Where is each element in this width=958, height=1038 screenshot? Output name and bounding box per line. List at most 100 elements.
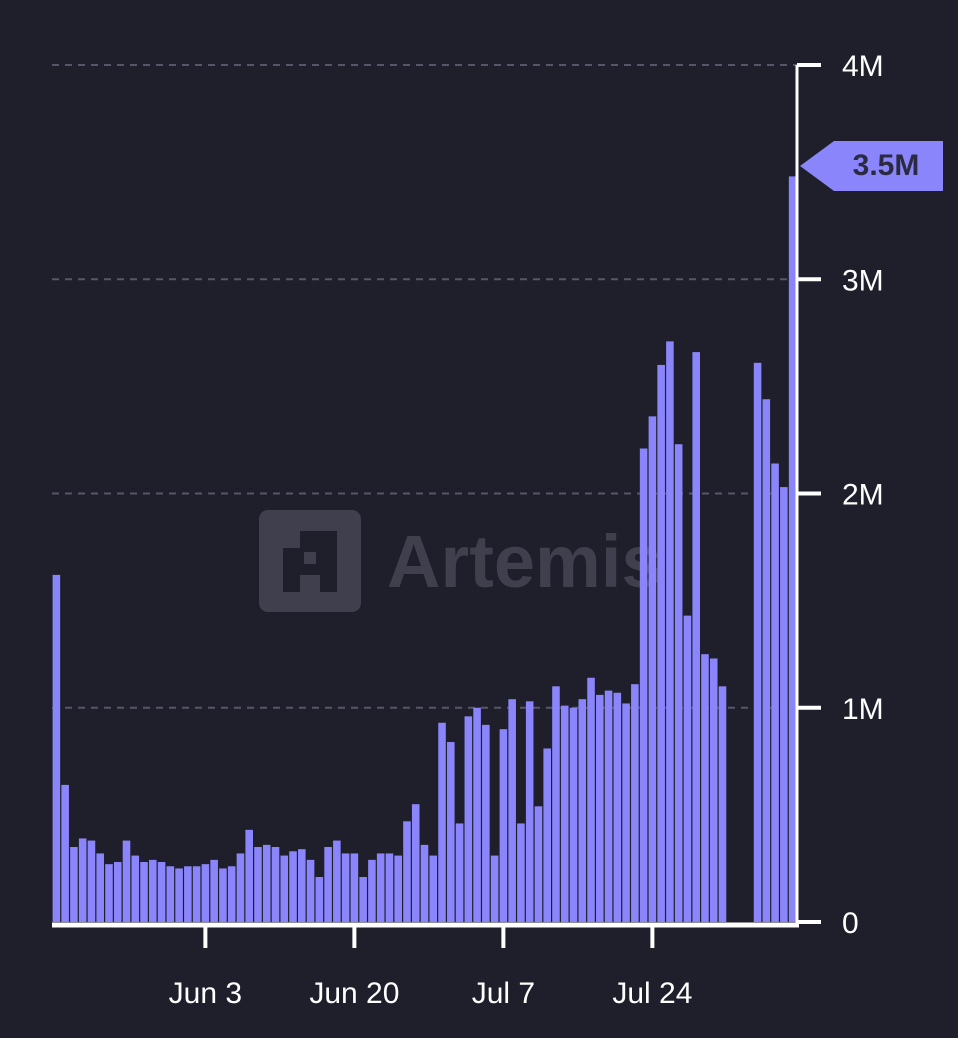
bar xyxy=(473,707,481,922)
bar xyxy=(166,866,175,922)
bar xyxy=(613,692,622,922)
bar xyxy=(639,448,648,922)
bar xyxy=(657,364,665,922)
bar xyxy=(131,855,140,922)
bar xyxy=(587,677,595,922)
bar xyxy=(780,487,788,922)
bar xyxy=(692,352,700,923)
bar xyxy=(709,658,718,922)
bar xyxy=(175,868,183,922)
bar xyxy=(701,654,709,922)
bar xyxy=(394,855,402,922)
bar xyxy=(534,806,543,922)
bar xyxy=(499,729,508,922)
bar xyxy=(341,853,350,922)
x-tick-label: Jul 24 xyxy=(612,977,692,1010)
artemis-watermark: Artemis xyxy=(259,510,663,612)
bar xyxy=(61,784,69,922)
bar xyxy=(718,686,727,922)
bar xyxy=(674,444,683,922)
bar xyxy=(122,840,131,922)
bar xyxy=(552,686,560,922)
bar xyxy=(543,748,551,922)
bar xyxy=(447,742,455,922)
bar xyxy=(245,829,253,922)
bar xyxy=(560,705,569,922)
bar xyxy=(648,416,657,922)
y-tick-label: 0 xyxy=(842,907,859,940)
bar xyxy=(762,399,771,923)
bar xyxy=(385,853,394,922)
bar xyxy=(771,463,779,922)
bar xyxy=(184,866,192,922)
bar xyxy=(201,864,210,922)
bar xyxy=(438,722,446,922)
bar xyxy=(490,855,499,922)
bar xyxy=(192,866,201,922)
y-tick-label: 1M xyxy=(842,693,884,726)
bar xyxy=(578,699,587,922)
bar xyxy=(149,859,157,922)
bar xyxy=(333,840,341,922)
bar xyxy=(254,847,262,922)
bar xyxy=(70,847,78,922)
y-tick-label: 3M xyxy=(842,264,884,297)
bar xyxy=(52,574,61,922)
bar xyxy=(604,690,613,922)
bar xyxy=(271,847,280,922)
bar xyxy=(368,859,376,922)
y-tick-label: 4M xyxy=(842,50,884,83)
bar xyxy=(464,716,473,922)
bar xyxy=(376,853,385,922)
bar xyxy=(455,823,464,922)
bar xyxy=(666,341,674,922)
bar xyxy=(236,853,245,922)
bar xyxy=(87,840,96,922)
last-value-label: 3.5M xyxy=(853,149,920,182)
bar xyxy=(596,694,604,922)
axes xyxy=(52,65,799,928)
bar xyxy=(569,707,578,922)
bar xyxy=(157,862,166,922)
bar xyxy=(324,847,332,922)
bar xyxy=(525,701,534,922)
last-value-callout-shape xyxy=(800,141,943,191)
bar xyxy=(631,684,639,922)
bar xyxy=(622,703,630,922)
bar xyxy=(105,864,113,922)
y-tick-label: 2M xyxy=(842,479,884,512)
bar xyxy=(298,849,306,922)
bar xyxy=(262,844,271,922)
bar xyxy=(280,855,289,922)
bars xyxy=(52,176,797,923)
bar xyxy=(350,853,359,922)
bar xyxy=(517,823,525,922)
watermark-text: Artemis xyxy=(387,520,663,603)
bar xyxy=(482,724,490,922)
bar xyxy=(788,176,797,922)
bar xyxy=(411,804,420,922)
bar xyxy=(210,859,218,922)
y-axis-ticks: 0 1M 2M 3M 4M xyxy=(797,50,884,940)
bar xyxy=(78,838,87,922)
bar xyxy=(315,877,324,922)
x-tick-label: Jul 7 xyxy=(472,977,535,1010)
bar xyxy=(403,821,411,922)
x-tick-label: Jun 3 xyxy=(169,977,242,1010)
bar xyxy=(113,862,122,922)
bar xyxy=(219,868,227,922)
x-tick-label: Jun 20 xyxy=(309,977,399,1010)
bar xyxy=(140,862,148,922)
bar xyxy=(306,859,315,922)
bar xyxy=(683,615,692,922)
bar xyxy=(359,877,367,922)
bar xyxy=(227,866,236,922)
bar xyxy=(420,844,429,922)
grid-lines xyxy=(52,64,797,709)
bar xyxy=(508,699,516,922)
x-axis-ticks: Jun 3 Jun 20 Jul 7 Jul 24 xyxy=(169,927,692,1010)
bar xyxy=(289,851,297,922)
bar xyxy=(753,362,762,922)
last-value-callout: 3.5M xyxy=(800,141,943,191)
